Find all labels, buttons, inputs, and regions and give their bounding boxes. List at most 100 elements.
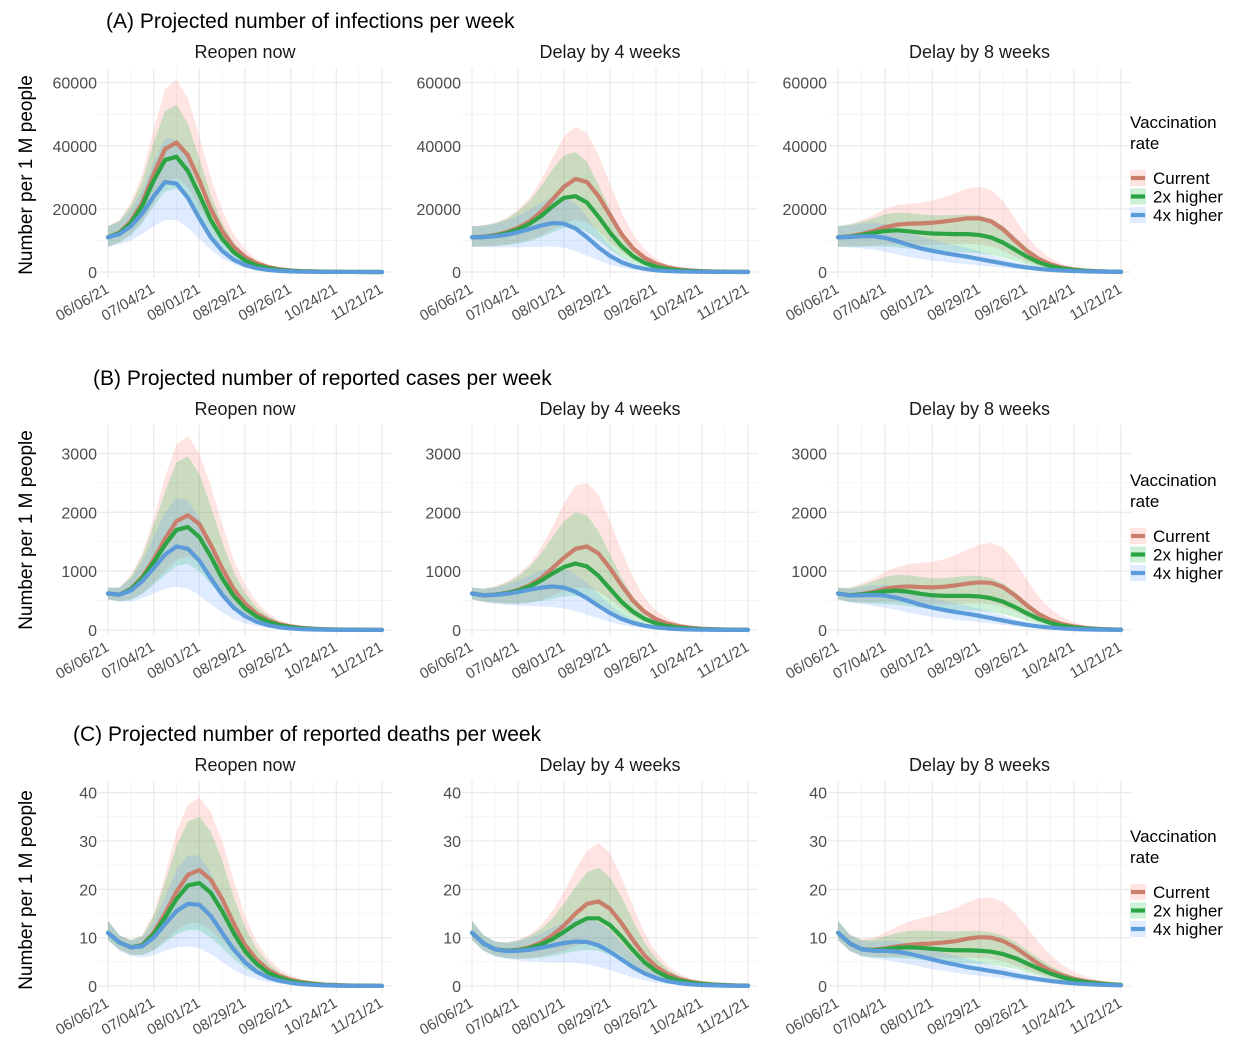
x-tick-label: 06/06/21	[783, 281, 842, 325]
x-tick-label: 08/01/21	[877, 281, 936, 325]
ribbon-current	[838, 186, 1121, 272]
x-tick-label: 09/26/21	[972, 995, 1031, 1039]
x-tick-label: 08/01/21	[877, 639, 936, 683]
y-tick-label: 0	[818, 623, 827, 640]
x-tick-label: 08/01/21	[877, 995, 936, 1039]
y-tick-label: 20000	[417, 202, 462, 219]
facet-title: Delay by 4 weeks	[539, 42, 680, 62]
y-tick-label: 0	[818, 265, 827, 282]
legend-title-line2: rate	[1130, 492, 1159, 511]
panel-0-0: Reopen now020000400006000006/06/2107/04/…	[53, 42, 392, 325]
y-tick-label: 40	[443, 786, 461, 803]
series-line-4x-higher	[835, 234, 1124, 274]
legend-label: 4x higher	[1153, 564, 1223, 583]
y-tick-label: 40000	[417, 139, 462, 156]
row-title: (B) Projected number of reported cases p…	[93, 367, 552, 390]
x-tick-label: 07/04/21	[830, 995, 889, 1039]
y-tick-label: 0	[88, 979, 97, 996]
ribbon-current	[108, 797, 382, 986]
y-tick-label: 1000	[791, 564, 827, 581]
x-tick-label: 11/21/21	[1067, 639, 1125, 682]
y-tick-label: 60000	[417, 76, 462, 93]
y-tick-label: 20	[79, 882, 97, 899]
y-tick-label: 30	[809, 834, 827, 851]
y-tick-label: 40	[79, 786, 97, 803]
facet-title: Reopen now	[194, 755, 296, 775]
panel-1-1: Delay by 4 weeks010002000300006/06/2107/…	[417, 399, 758, 683]
ribbon-2x-higher	[108, 816, 382, 986]
y-tick-label: 60000	[783, 76, 828, 93]
x-tick-label: 09/26/21	[972, 281, 1031, 325]
y-tick-label: 20000	[53, 202, 98, 219]
legend-label: Current	[1153, 883, 1210, 902]
y-tick-label: 40	[809, 786, 827, 803]
ribbon-current	[108, 435, 382, 630]
x-tick-label: 09/26/21	[972, 639, 1031, 683]
legend-label: 2x higher	[1153, 546, 1223, 565]
ribbon-4x-higher	[108, 137, 382, 272]
y-tick-label: 1000	[425, 564, 461, 581]
panel-2-0: Reopen now01020304006/06/2107/04/2108/01…	[53, 755, 392, 1039]
y-tick-label: 3000	[425, 446, 461, 463]
panel-1-0: Reopen now010002000300006/06/2107/04/210…	[53, 399, 392, 683]
x-tick-label: 08/29/21	[924, 281, 983, 325]
facet-title: Delay by 8 weeks	[909, 755, 1050, 775]
ribbon-4x-higher	[838, 584, 1121, 630]
panel-2-1: Delay by 4 weeks01020304006/06/2107/04/2…	[417, 755, 758, 1039]
y-tick-label: 10	[809, 931, 827, 948]
facet-title: Delay by 8 weeks	[909, 399, 1050, 419]
legend-title-line2: rate	[1130, 848, 1159, 867]
legend-label: Current	[1153, 527, 1210, 546]
x-tick-label: 11/21/21	[1067, 995, 1125, 1038]
series-line-4x-higher	[835, 591, 1124, 632]
y-tick-label: 2000	[425, 505, 461, 522]
x-tick-label: 11/21/21	[694, 639, 752, 682]
ribbon-current	[472, 482, 748, 630]
chart-rows: (A) Projected number of infections per w…	[16, 10, 1131, 1039]
y-tick-label: 0	[452, 979, 461, 996]
legend-label: 4x higher	[1153, 206, 1223, 225]
facet-title: Reopen now	[194, 399, 296, 419]
chart-row-1: (B) Projected number of reported cases p…	[16, 367, 1131, 683]
facet-title: Reopen now	[194, 42, 296, 62]
ribbon-current	[838, 542, 1121, 630]
x-tick-label: 11/21/21	[328, 639, 386, 682]
legend-label: 2x higher	[1153, 188, 1223, 207]
ribbon-current	[472, 843, 748, 986]
y-tick-label: 2000	[61, 505, 97, 522]
y-tick-label: 20000	[783, 202, 828, 219]
facet-title: Delay by 8 weeks	[909, 42, 1050, 62]
panel-2-2: Delay by 8 weeks 0 10 20 30 40 06/06/2107/04/2…	[783, 755, 1131, 1039]
ribbon-4x-higher	[838, 222, 1121, 272]
ribbon-2x-higher	[838, 212, 1121, 272]
panel-1-2: Delay by 8 weeks 0 1000 2000 3000 06/06/2107/…	[783, 399, 1131, 683]
x-tick-label: 10/24/21	[1019, 995, 1078, 1039]
x-tick-label: 10/24/21	[1019, 639, 1078, 683]
x-tick-label: 10/24/21	[281, 639, 340, 683]
y-tick-label: 1000	[61, 564, 97, 581]
y-tick-label: 10	[79, 931, 97, 948]
ribbon-2x-higher	[108, 104, 382, 272]
y-tick-label: 10	[443, 931, 461, 948]
x-tick-label: 10/24/21	[281, 995, 340, 1039]
legend-label: Current	[1153, 169, 1210, 188]
x-tick-label: 10/24/21	[647, 995, 706, 1039]
x-tick-label: 11/21/21	[1067, 281, 1125, 324]
x-tick-label: 11/21/21	[328, 995, 386, 1038]
row-title: (C) Projected number of reported deaths …	[73, 723, 542, 746]
x-tick-label: 07/04/21	[830, 281, 889, 325]
y-tick-label: 20	[809, 882, 827, 899]
legend-title: Vaccination	[1130, 827, 1217, 846]
y-tick-label: 0	[452, 265, 461, 282]
panel-0-2: Delay by 8 weeks 0 20000 40000 60000 06/06/21…	[783, 42, 1131, 325]
y-tick-label: 3000	[791, 446, 827, 463]
chart-row-2: (C) Projected number of reported deaths …	[16, 723, 1131, 1039]
panel-0-1: Delay by 4 weeks020000400006000006/06/21…	[417, 42, 758, 325]
x-tick-label: 11/21/21	[694, 281, 752, 324]
series-line-4x-higher	[835, 930, 1124, 988]
y-tick-label: 2000	[791, 505, 827, 522]
series-line-4x-higher	[105, 901, 385, 989]
